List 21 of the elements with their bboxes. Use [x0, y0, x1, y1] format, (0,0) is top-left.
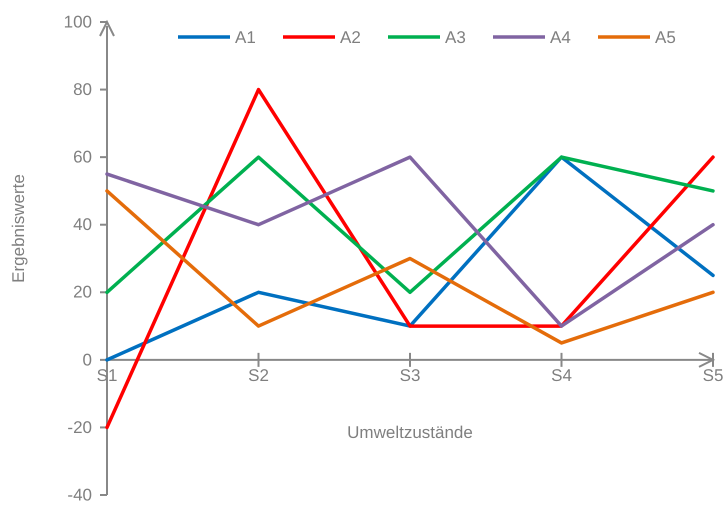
y-tick-label: 60	[73, 148, 92, 167]
y-tick-label: 0	[82, 350, 92, 370]
legend-label: A5	[655, 28, 676, 47]
y-axis-title: Ergebniswerte	[9, 174, 28, 283]
y-tick-label: 100	[64, 12, 92, 32]
y-tick-label: -40	[67, 485, 92, 504]
legend-label: A2	[340, 28, 361, 47]
x-tick-label: S3	[400, 366, 420, 385]
legend-label: A1	[235, 28, 256, 47]
x-tick-label: S5	[702, 366, 724, 385]
line-series	[105, 155, 715, 328]
legend-label: A4	[550, 28, 571, 47]
x-tick-label: S2	[248, 366, 269, 385]
y-tick-label: -20	[67, 418, 92, 437]
line-series	[105, 189, 715, 345]
x-axis-title: Umweltzustände	[347, 423, 473, 442]
legend-label: A3	[445, 28, 466, 47]
y-tick-label: 40	[73, 215, 92, 234]
y-tick-label: 20	[73, 282, 92, 302]
x-tick-label: S4	[551, 366, 572, 385]
y-tick-label: 80	[73, 80, 92, 100]
